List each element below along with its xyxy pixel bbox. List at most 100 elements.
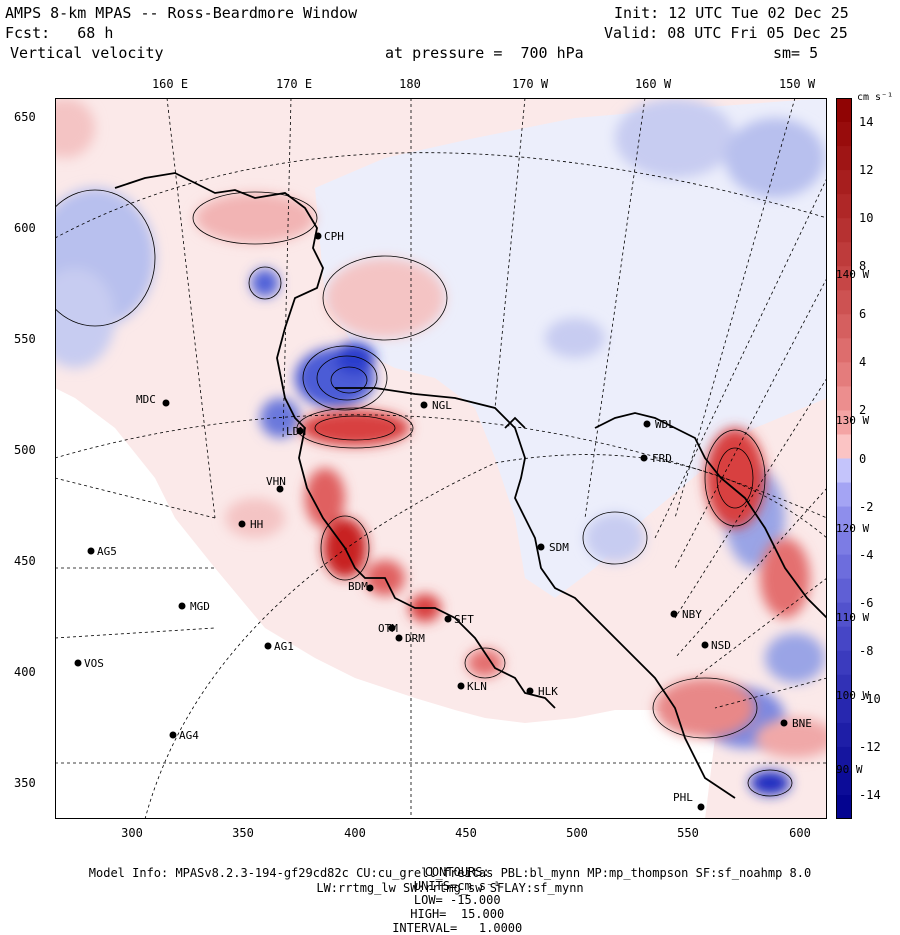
station-bne: BNE [780,717,812,730]
y-tick: 450 [14,554,36,568]
lon-label: 170 E [275,77,313,91]
station-label: SDM [549,541,569,554]
colorbar-bin [836,218,852,243]
station-label: AG4 [179,729,199,742]
station-ag5: AG5 [87,545,117,558]
inset-lon-label: 100 W [836,689,870,702]
station-marker [366,584,374,592]
station-label: CPH [324,230,344,243]
colorbar-bin [836,602,852,628]
colorbar-bin [836,698,852,724]
station-vhn: VHN [266,475,286,493]
colorbar-bin [836,98,852,123]
lon-label: 170 W [511,77,549,91]
station-kln: KLN [457,680,487,693]
colorbar-label: -14 [859,787,881,802]
coastline [114,172,827,799]
station-vos: VOS [74,657,104,670]
station-cph: CPH [314,230,344,243]
station-sft: SFT [444,613,474,626]
colorbar-bin [836,794,852,819]
station-ldm: LDM [286,425,306,438]
contours-units: UNITS=cm s⁻¹ [413,879,501,893]
forecast-hour: Fcst: 68 h [5,24,114,42]
station-marker [395,634,403,642]
station-marker [238,520,246,528]
station-label: AG1 [274,640,294,653]
lon-label: 150 W [778,77,816,91]
station-label: MGD [190,600,210,613]
colorbar-bin [836,314,852,339]
contours-label: CONTOURS: [424,865,490,879]
station-marker [537,543,545,551]
colorbar-frame [836,98,852,819]
no-data-region [55,388,715,819]
station-label: PHL [673,791,693,804]
colorbar-bin [836,674,852,700]
inset-lon-label: 110 W [836,611,870,624]
colorbar-bin [836,482,852,508]
station-label: HLK [538,685,558,698]
colorbar [836,98,852,819]
y-tick: 400 [14,665,36,679]
station-label: NGL [432,399,452,412]
colorbar-label: 6 [859,307,867,322]
station-marker [74,659,82,667]
station-label: KLN [467,680,487,693]
colorbar-bin [836,410,852,435]
station-label: SFT [454,613,474,626]
station-marker [670,610,678,618]
station-label: MDC [136,393,156,406]
station-label: VOS [84,657,104,670]
colorbar-bin [836,290,852,315]
colorbar-bin [836,722,852,748]
colorbar-bin [836,266,852,291]
station-marker [296,427,304,435]
station-marker [388,624,396,632]
station-marker [526,687,534,695]
station-marker [444,615,452,623]
station-nsd: NSD [701,639,731,652]
pressure-level: at pressure = 700 hPa [385,44,584,62]
colorbar-label: 2 [859,403,867,418]
x-tick: 350 [232,826,254,840]
station-marker [640,454,648,462]
field-name: Vertical velocity [10,44,164,62]
station-marker [264,642,272,650]
colorbar-label: -12 [859,739,881,754]
station-hh: HH [238,518,263,531]
colorbar-bin [836,170,852,195]
colorbar-label: -8 [859,643,874,658]
model-info: Model Info: MPASv8.2.3-194-gf29cd82c CU:… [88,866,812,880]
contours-high: HIGH= 15.000 [410,907,505,921]
station-label: FRD [652,452,672,465]
colorbar-bin [836,770,852,796]
station-label: LDM [286,425,306,438]
colorbar-bin [836,338,852,363]
colorbar-label: 14 [859,115,874,130]
station-label: BNE [792,717,812,730]
station-sdm: SDM [537,541,569,554]
colorbar-label: 12 [859,163,874,178]
vertical-velocity-map: CPH NGL MDC LDM WDL FRD VHN HH AG5 SDM BDM MGD OTM SF… [55,98,827,819]
colorbar-label: -4 [859,547,874,562]
smoothing: sm= 5 [773,44,819,62]
velocity-contours [55,189,793,797]
y-tick: 650 [14,110,36,124]
station-marker [780,719,788,727]
colorbar-bin [836,242,852,267]
x-tick: 450 [455,826,477,840]
colorbar-bin [836,626,852,652]
station-label: OTM [378,622,398,635]
station-layer: CPH NGL MDC LDM WDL FRD VHN HH AG5 SDM BDM MGD OTM SF… [74,230,812,811]
station-otm: OTM [378,622,398,635]
y-tick: 550 [14,332,36,346]
colorbar-unit: cm s⁻¹ [857,92,894,103]
station-bdm: BDM [348,580,374,593]
colorbar-label: -10 [859,691,881,706]
colorbar-label: 4 [859,355,867,370]
station-hlk: HLK [526,685,558,698]
map-title: AMPS 8-km MPAS -- Ross-Beardmore Window [5,4,358,22]
inset-lon-label: 120 W [836,522,870,535]
station-label: DRM [405,632,425,645]
